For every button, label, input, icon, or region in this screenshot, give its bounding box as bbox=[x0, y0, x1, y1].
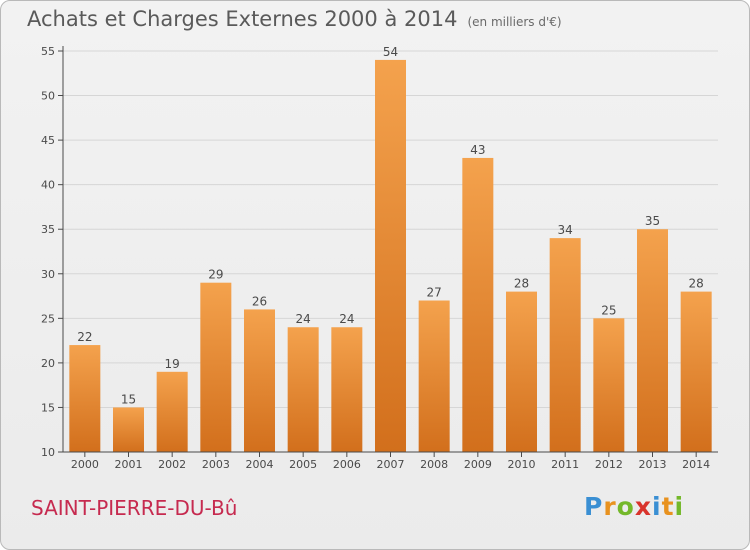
bar bbox=[244, 309, 275, 452]
bar bbox=[680, 291, 712, 452]
data-label: 24 bbox=[296, 312, 311, 326]
bar bbox=[637, 229, 668, 452]
y-tick-label: 50 bbox=[41, 90, 55, 103]
logo-letter: i bbox=[652, 492, 662, 521]
data-label: 43 bbox=[470, 143, 485, 157]
x-tick-label: 2003 bbox=[202, 458, 230, 471]
y-tick-label: 20 bbox=[41, 357, 55, 370]
bar bbox=[287, 327, 319, 452]
bar bbox=[549, 238, 581, 452]
y-tick-label: 45 bbox=[41, 134, 55, 147]
y-tick-label: 10 bbox=[41, 446, 55, 459]
x-tick-label: 2013 bbox=[639, 458, 667, 471]
y-tick-label: 55 bbox=[41, 45, 55, 58]
data-label: 35 bbox=[645, 214, 660, 228]
data-label: 15 bbox=[121, 392, 136, 406]
data-label: 28 bbox=[514, 277, 529, 291]
data-label: 34 bbox=[558, 223, 573, 237]
logo-letter: i bbox=[674, 492, 685, 521]
bar bbox=[69, 345, 101, 452]
x-tick-label: 2008 bbox=[420, 458, 448, 471]
x-tick-label: 2007 bbox=[377, 458, 405, 471]
y-tick-label: 35 bbox=[41, 223, 55, 236]
y-tick-label: 30 bbox=[41, 268, 55, 281]
bars bbox=[69, 59, 712, 453]
y-tick-label: 40 bbox=[41, 179, 55, 192]
y-tick-label: 15 bbox=[41, 401, 55, 414]
x-tick-label: 2010 bbox=[508, 458, 536, 471]
proxiti-logo: Proxiti bbox=[584, 492, 684, 521]
logo-letter: x bbox=[634, 492, 652, 521]
data-label: 19 bbox=[165, 357, 180, 371]
logo-letter: r bbox=[603, 492, 617, 521]
x-tick-label: 2000 bbox=[71, 458, 99, 471]
data-label: 26 bbox=[252, 294, 267, 308]
x-tick-label: 2002 bbox=[158, 458, 186, 471]
bar bbox=[506, 291, 537, 452]
data-label: 24 bbox=[339, 312, 354, 326]
chart-title-row: Achats et Charges Externes 2000 à 2014 (e… bbox=[27, 7, 562, 31]
x-tick-label: 2009 bbox=[464, 458, 492, 471]
data-label: 29 bbox=[208, 268, 223, 282]
logo-letter: t bbox=[661, 492, 675, 521]
x-tick-label: 2012 bbox=[595, 458, 623, 471]
bar bbox=[200, 282, 232, 452]
bar bbox=[418, 300, 450, 452]
logo-letter: P bbox=[584, 492, 604, 521]
data-label: 27 bbox=[427, 286, 442, 300]
data-label: 22 bbox=[77, 330, 92, 344]
bar bbox=[156, 371, 188, 452]
bar bbox=[462, 157, 494, 452]
commune-name: SAINT-PIERRE-DU-Bû bbox=[31, 496, 238, 520]
axes: 10 15 20 25 30 35 40 45 50 55 2000 2001 2002 2003 2004… bbox=[41, 45, 718, 471]
data-label: 25 bbox=[601, 303, 616, 317]
bar bbox=[593, 318, 625, 452]
y-tick-label: 25 bbox=[41, 312, 55, 325]
chart-subtitle: (en milliers d'€) bbox=[467, 15, 562, 29]
data-labels: 22 15 19 29 26 24 24 54 27 43 28 34 25 35 28 bbox=[77, 45, 704, 407]
x-tick-label: 2005 bbox=[289, 458, 317, 471]
x-tick-label: 2006 bbox=[333, 458, 361, 471]
bar bbox=[375, 59, 406, 453]
data-label: 54 bbox=[383, 45, 398, 59]
x-tick-label: 2014 bbox=[682, 458, 710, 471]
bar bbox=[113, 407, 144, 452]
bar bbox=[331, 327, 363, 452]
chart-title: Achats et Charges Externes 2000 à 2014 bbox=[27, 7, 458, 31]
x-tick-label: 2011 bbox=[551, 458, 579, 471]
data-label: 28 bbox=[689, 277, 704, 291]
x-tick-label: 2004 bbox=[246, 458, 274, 471]
x-tick-label: 2001 bbox=[115, 458, 143, 471]
logo-letter: o bbox=[616, 492, 635, 521]
